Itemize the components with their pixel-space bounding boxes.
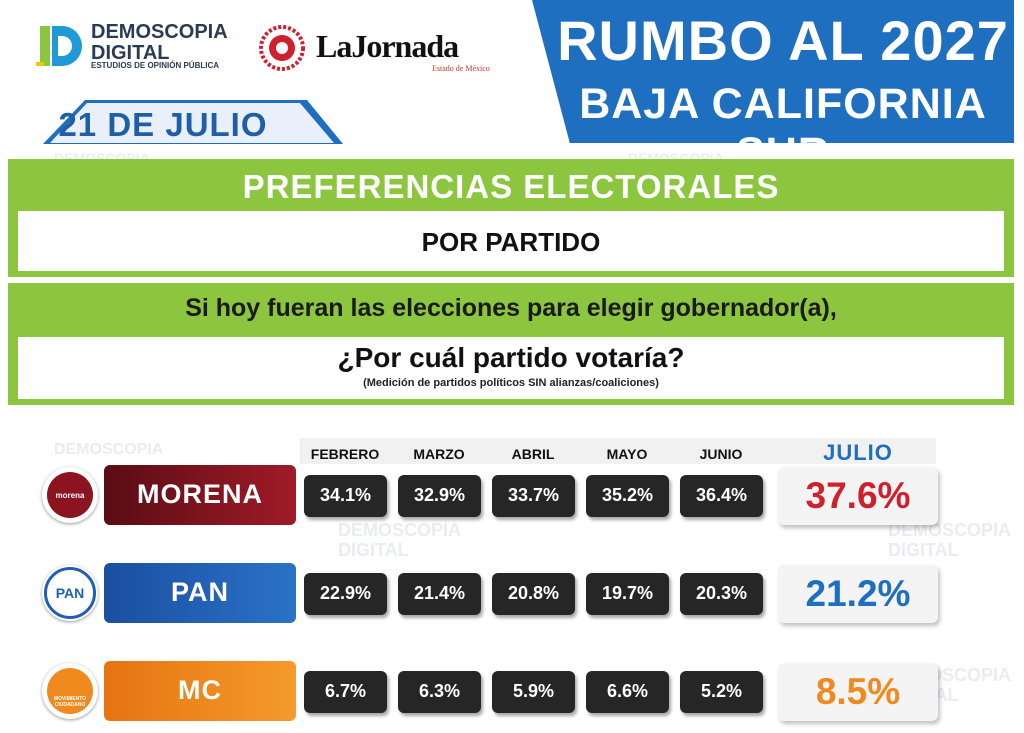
mc-name-bar <box>104 661 296 721</box>
section-heading: PREFERENCIAS ELECTORALES <box>242 168 780 205</box>
mc-value-junio: 5.2% <box>700 681 743 701</box>
question-band <box>8 283 1014 337</box>
pan-value-julio: 21.2% <box>805 573 911 614</box>
demoscopia-name: DEMOSCOPIA DIGITAL <box>91 22 228 64</box>
question-line-1: Si hoy fueran las elecciones para elegir… <box>185 294 837 322</box>
question-panel <box>18 337 1004 399</box>
morena-value-cell <box>680 475 763 517</box>
pan-current-cell <box>778 565 938 623</box>
section-subheading: POR PARTIDO <box>421 227 601 257</box>
month-label-junio: JUNIO <box>699 446 743 462</box>
mc-value-febrero: 6.7% <box>324 681 367 701</box>
mc-logo-fill: MOVIMIENTO CIUDADANO <box>47 668 93 714</box>
month-header-strip <box>300 438 936 464</box>
morena-logo-icon: morena <box>42 467 98 523</box>
morena-value-abril: 33.7% <box>507 485 560 505</box>
brand-line-2: DIGITAL <box>91 42 170 64</box>
heading-band <box>8 159 1014 211</box>
morena-value-julio: 37.6% <box>805 475 911 516</box>
pan-logo-text: PAN <box>55 585 85 601</box>
pan-value-mayo: 19.7% <box>601 583 654 603</box>
date-tab <box>50 103 334 143</box>
pan-value-cell <box>304 573 387 615</box>
morena-name-bar <box>104 465 296 525</box>
month-label-mayo: MAYO <box>606 446 648 462</box>
pan-name-bar <box>104 563 296 623</box>
month-label-marzo: MARZO <box>413 446 465 462</box>
pan-value-cell <box>492 573 575 615</box>
month-label-julio: JULIO <box>823 440 893 465</box>
morena-value-junio: 36.4% <box>695 485 748 505</box>
pan-value-cell <box>680 573 763 615</box>
la-jornada-subtitle: Estado de México <box>432 64 490 73</box>
pan-logo-fill: PAN <box>44 567 96 619</box>
header: DEMOSCOPIA DIGITAL ESTUDIOS DE OPINIÓN P… <box>8 0 1014 177</box>
mc-name: MC <box>178 675 222 705</box>
mc-value-julio: 8.5% <box>815 671 901 712</box>
morena-value-mayo: 35.2% <box>601 485 654 505</box>
pan-value-junio: 20.3% <box>695 583 748 603</box>
morena-value-marzo: 32.9% <box>413 485 466 505</box>
mc-value-cell <box>398 671 481 713</box>
main-title: RUMBO AL 2027 <box>557 9 1009 72</box>
la-jornada-logo: LaJornada Estado de México <box>258 22 498 73</box>
mc-value-cell <box>680 671 763 713</box>
watermark: DEMOSCOPIA <box>54 441 164 458</box>
pan-logo-icon: PAN <box>42 565 98 621</box>
morena-logo-text: morena <box>55 490 85 500</box>
morena-value-febrero: 34.1% <box>319 485 372 505</box>
pan-value-cell <box>586 573 669 615</box>
mc-value-abril: 5.9% <box>512 681 555 701</box>
brand-line-1: DEMOSCOPIA <box>91 21 228 43</box>
month-label-abril: ABRIL <box>511 446 555 462</box>
mc-value-cell <box>304 671 387 713</box>
mc-logo-text: MOVIMIENTO CIUDADANO <box>53 696 87 708</box>
subheading-panel <box>18 211 1004 271</box>
title-banner <box>532 0 1014 143</box>
morena-value-cell <box>586 475 669 517</box>
pan-name: PAN <box>170 577 229 607</box>
morena-current-cell <box>778 467 938 525</box>
mc-value-mayo: 6.6% <box>606 681 649 701</box>
pan-value-febrero: 22.9% <box>319 583 372 603</box>
demoscopia-subtitle: ESTUDIOS DE OPINIÓN PÚBLICA <box>91 61 220 70</box>
mc-value-cell <box>492 671 575 713</box>
demoscopia-logo: DEMOSCOPIA DIGITAL ESTUDIOS DE OPINIÓN P… <box>36 22 256 74</box>
date-label: 21 DE JULIO <box>58 106 268 143</box>
morena-value-cell <box>492 475 575 517</box>
infographic: DEMOSCOPIA DIGITAL ESTUDIOS DE OPINIÓN P… <box>8 0 1014 733</box>
pan-value-cell <box>398 573 481 615</box>
month-label-febrero: FEBRERO <box>310 446 380 462</box>
morena-logo-fill: morena <box>47 472 93 518</box>
mc-current-cell <box>778 663 938 721</box>
pan-value-abril: 20.8% <box>507 583 560 603</box>
morena-value-cell <box>398 475 481 517</box>
question-note: (Medición de partidos políticos SIN alia… <box>363 377 659 389</box>
pan-value-marzo: 21.4% <box>413 583 466 603</box>
morena-value-cell <box>304 475 387 517</box>
la-jornada-sun-icon <box>259 25 305 71</box>
question-line-2: ¿Por cuál partido votaría? <box>337 342 685 373</box>
demoscopia-d-icon <box>36 26 82 66</box>
morena-name: MORENA <box>137 479 263 509</box>
mc-logo-icon: MOVIMIENTO CIUDADANO <box>42 663 98 719</box>
mc-value-cell <box>586 671 669 713</box>
la-jornada-name: LaJornada <box>316 28 459 64</box>
mc-value-marzo: 6.3% <box>418 681 461 701</box>
